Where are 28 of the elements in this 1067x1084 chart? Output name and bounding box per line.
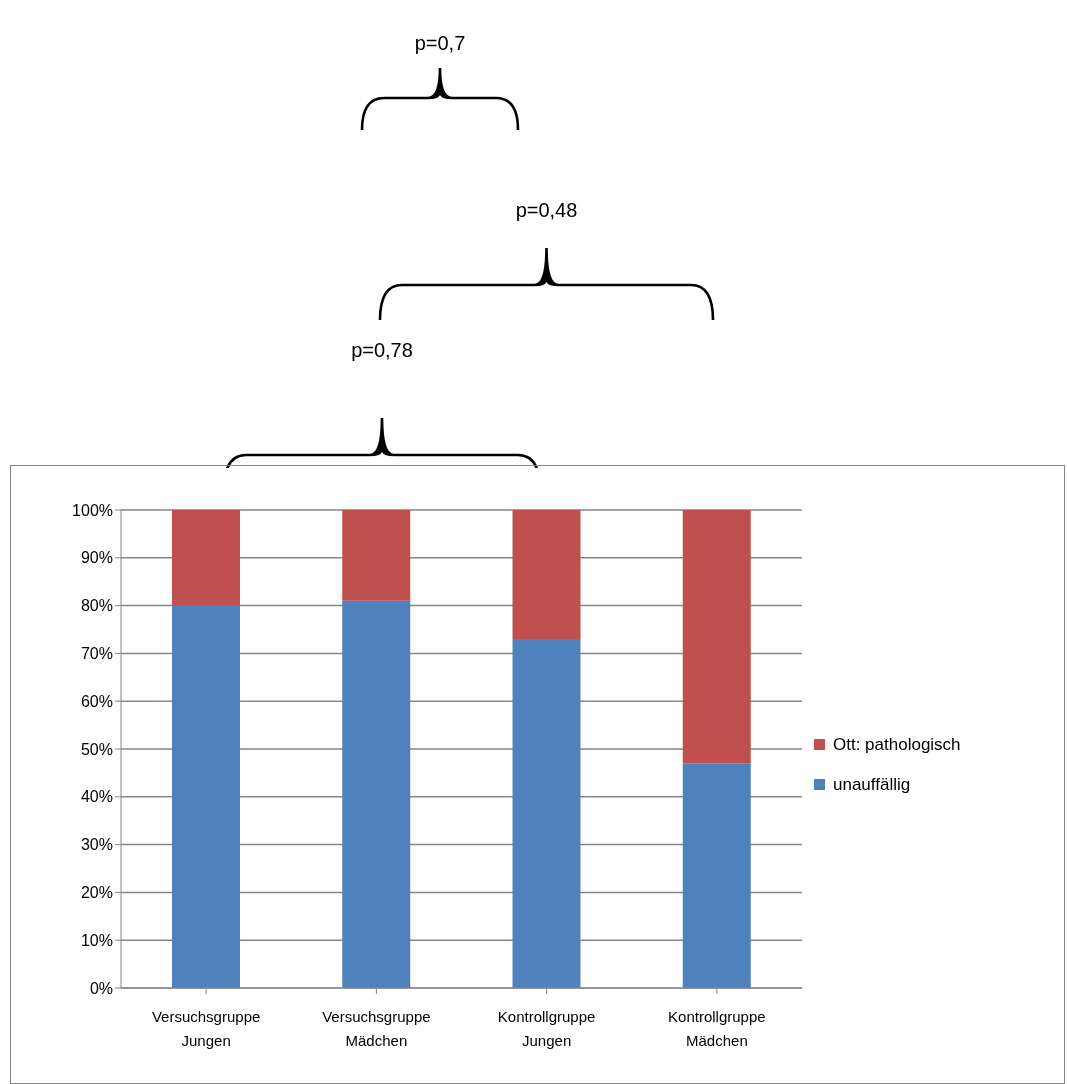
y-tick-label: 40%	[80, 788, 113, 806]
y-tick-label: 90%	[80, 549, 113, 567]
bar	[342, 510, 411, 601]
bar	[172, 605, 240, 988]
y-tick-label: 30%	[80, 836, 113, 854]
text: p=0,48	[515, 199, 578, 221]
bar	[172, 510, 240, 606]
bar	[512, 510, 581, 640]
y-tick-label: 50%	[80, 740, 113, 758]
y-tick-label: 10%	[80, 931, 113, 949]
bar	[682, 763, 751, 988]
y-tick-label: 0%	[89, 979, 113, 997]
x-tick-label: Kontrollgruppe Mädchen	[668, 1008, 766, 1049]
bar	[682, 510, 751, 764]
y-tick-label: 70%	[80, 645, 113, 663]
y-tick-label: 100%	[72, 501, 113, 519]
x-tick-label: Kontrollgruppe Jungen	[497, 1008, 596, 1049]
text: p=0,78	[351, 339, 413, 361]
bar	[342, 600, 411, 988]
legend-label: unauffällig	[833, 774, 911, 795]
bar	[512, 639, 581, 988]
y-tick-label: 80%	[80, 597, 113, 615]
text: p=0,7	[414, 32, 466, 54]
y-tick-label: 20%	[80, 884, 113, 902]
legend-label: Ott: pathologisch	[833, 734, 961, 755]
y-tick-label: 60%	[80, 692, 113, 710]
x-tick-label: Versuchsgruppe Mädchen	[322, 1008, 431, 1049]
x-tick-label: Versuchsgruppe Jungen	[151, 1008, 261, 1049]
